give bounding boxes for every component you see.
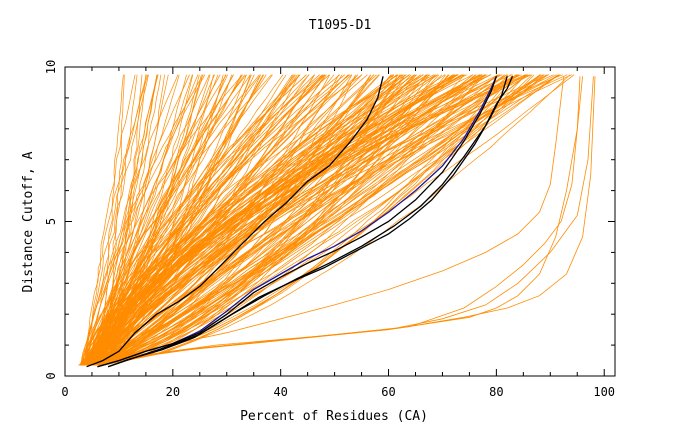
model-curve — [93, 74, 482, 366]
model-curve — [81, 74, 206, 366]
model-curve — [93, 74, 346, 366]
model-curve — [84, 74, 463, 366]
model-curve — [100, 74, 526, 366]
x-tick-label: 80 — [489, 385, 503, 399]
model-curve — [94, 74, 265, 366]
model-curve — [88, 74, 243, 366]
x-tick-label: 20 — [166, 385, 180, 399]
y-tick-label: 10 — [44, 60, 58, 74]
model-curve — [85, 74, 272, 366]
model-curve — [90, 74, 394, 366]
model-curve — [80, 74, 561, 366]
model-curve — [86, 74, 169, 366]
model-curve — [102, 74, 158, 366]
model-curve — [100, 74, 474, 366]
highlighted-curve-1 — [86, 76, 384, 368]
model-curve — [91, 74, 485, 366]
model-curve — [98, 74, 477, 366]
model-curve — [84, 74, 204, 366]
model-curve — [100, 74, 529, 366]
highlighted-curve-5 — [107, 76, 514, 368]
model-curve — [99, 74, 406, 366]
model-curve — [101, 74, 380, 366]
model-curve — [82, 74, 315, 366]
model-curve — [91, 74, 416, 366]
x-tick-label: 60 — [381, 385, 395, 399]
model-curve — [90, 74, 179, 366]
model-curve — [102, 74, 227, 366]
model-curve — [87, 74, 498, 366]
highlighted-curve-4 — [107, 76, 508, 368]
model-curve — [99, 74, 392, 366]
model-curve — [92, 74, 505, 366]
model-curve — [86, 74, 371, 366]
model-curve — [90, 74, 500, 366]
model-curve — [85, 74, 352, 366]
model-curve — [87, 74, 326, 366]
model-curve — [81, 76, 583, 366]
model-curve — [81, 74, 193, 366]
model-curve — [92, 74, 138, 366]
model-curve — [99, 74, 571, 366]
model-curve — [104, 74, 221, 366]
highlighted-model-curves — [86, 76, 514, 368]
highlighted-curve-3 — [97, 76, 498, 368]
model-curve — [100, 74, 261, 366]
model-curve — [100, 74, 224, 366]
model-curve — [86, 74, 559, 366]
x-axis-ticks: 0 20 40 60 80 100 — [61, 67, 615, 399]
model-curve — [92, 74, 325, 366]
model-curve — [81, 76, 594, 366]
model-curve — [99, 74, 459, 366]
model-curve — [98, 74, 426, 366]
model-curve — [80, 74, 407, 366]
model-curves-bundle — [78, 74, 596, 366]
model-curve — [81, 76, 565, 364]
model-curve — [93, 74, 559, 366]
model-curve — [94, 74, 251, 366]
model-curve — [85, 74, 190, 366]
model-curve — [104, 74, 234, 366]
y-tick-label: 5 — [44, 218, 58, 225]
model-curve — [97, 74, 513, 366]
model-curve — [88, 74, 251, 366]
x-axis-label: Percent of Residues (CA) — [240, 409, 428, 424]
model-curve — [101, 74, 399, 366]
model-curve — [101, 74, 341, 366]
model-curve — [85, 74, 481, 366]
model-curve — [84, 74, 424, 366]
model-curve — [86, 74, 519, 366]
model-curve — [87, 74, 202, 366]
model-curve — [88, 74, 310, 366]
model-curve — [88, 74, 245, 366]
model-curve — [90, 74, 575, 366]
model-curve — [102, 74, 458, 366]
model-curve — [102, 74, 446, 366]
model-curve — [92, 74, 199, 366]
model-curve — [103, 74, 124, 366]
model-curve — [104, 74, 372, 366]
y-axis-ticks: 0 5 10 — [44, 60, 615, 380]
y-axis-label: Distance Cutoff, A — [21, 151, 36, 292]
model-curve — [94, 74, 284, 366]
model-curve — [88, 74, 465, 366]
model-curve — [89, 74, 483, 366]
y-tick-label: 0 — [44, 372, 58, 379]
model-curve — [98, 74, 331, 366]
x-tick-label: 40 — [273, 385, 287, 399]
model-curve — [91, 74, 465, 366]
model-curve — [95, 74, 454, 366]
model-curve — [85, 74, 449, 366]
model-curve — [81, 74, 301, 366]
model-curve — [85, 74, 410, 366]
chart-title: T1095-D1 — [309, 18, 372, 33]
model-curve — [81, 76, 581, 364]
x-tick-label: 0 — [61, 385, 68, 399]
model-curve — [90, 74, 491, 366]
model-curve — [84, 74, 149, 366]
x-tick-label: 100 — [593, 385, 615, 399]
